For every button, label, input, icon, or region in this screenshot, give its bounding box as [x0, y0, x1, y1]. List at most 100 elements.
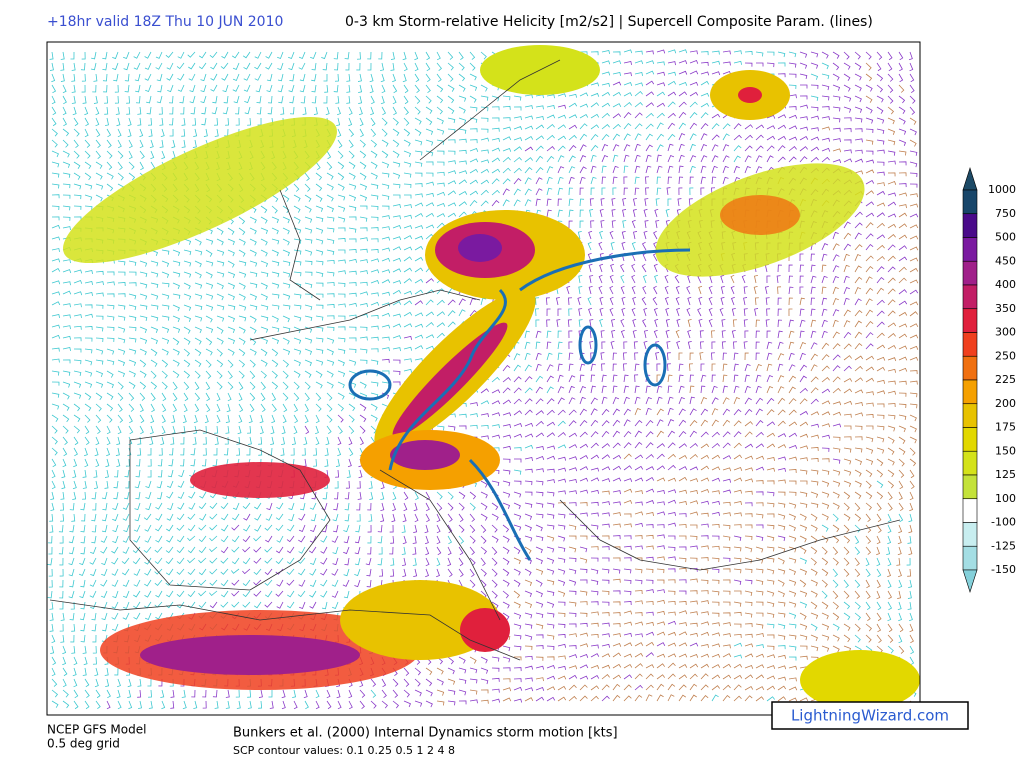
wind-barb [202, 436, 207, 445]
wind-barb [354, 568, 361, 577]
wind-barb [675, 285, 680, 295]
wind-barb [634, 50, 643, 55]
wind-barb [403, 491, 409, 501]
wind-barb [546, 623, 555, 629]
wind-barb [248, 414, 253, 424]
wind-barb [359, 150, 367, 159]
wind-barb [645, 589, 654, 594]
wind-barb [634, 352, 639, 361]
wind-barb [887, 380, 896, 385]
wind-barb [623, 695, 632, 702]
wind-barb [271, 304, 280, 310]
wind-barb [293, 381, 300, 390]
wind-barb [524, 568, 532, 576]
wind-barb [843, 535, 851, 544]
wind-barb [623, 642, 633, 647]
colorbar-segment [962, 403, 978, 428]
wind-barb [611, 319, 616, 328]
wind-barb [73, 337, 82, 342]
wind-barb [755, 557, 764, 564]
wind-barb [458, 557, 464, 567]
wind-barb [502, 387, 511, 394]
wind-barb [722, 579, 731, 584]
wind-barb [667, 556, 676, 561]
wind-barb [205, 304, 214, 311]
wind-barb [568, 187, 573, 196]
wind-barb [722, 385, 728, 394]
wind-barb [84, 678, 90, 688]
wind-barb [876, 447, 885, 454]
wind-barb [260, 205, 268, 214]
wind-barb [887, 322, 897, 328]
wind-barb [755, 431, 764, 438]
wind-barb [799, 535, 807, 543]
wind-barb [865, 265, 874, 273]
wind-barb [238, 304, 247, 311]
wind-barb [799, 697, 809, 702]
wind-barb [176, 590, 185, 598]
wind-barb [711, 144, 719, 152]
wind-barb [524, 177, 532, 185]
wind-barb [106, 359, 115, 366]
wind-barb [568, 674, 578, 680]
wind-barb [766, 51, 775, 56]
wind-barb [656, 165, 663, 174]
wind-barb [744, 124, 754, 130]
coast [559, 499, 901, 571]
wind-barb [799, 319, 806, 328]
wind-barb [359, 248, 368, 253]
wind-barb [210, 84, 218, 92]
wind-barb [95, 315, 104, 320]
wind-barb [612, 501, 621, 506]
wind-barb [546, 352, 553, 361]
wind-barb [381, 347, 390, 352]
wind-barb [700, 500, 710, 505]
wind-barb [315, 216, 324, 223]
wind-barb [480, 699, 489, 704]
wind-barb [62, 194, 71, 199]
wind-barb [711, 590, 720, 596]
wind-barb [480, 524, 487, 533]
wind-barb [810, 319, 817, 328]
wind-barb [304, 271, 313, 276]
wind-barb [370, 280, 380, 284]
wind-barb [271, 194, 279, 203]
wind-barb [535, 687, 545, 691]
wind-barb [755, 124, 765, 130]
wind-barb [458, 138, 467, 143]
wind-barb [205, 249, 213, 257]
wind-barb [161, 150, 166, 160]
wind-barb [623, 430, 632, 438]
wind-barb [491, 127, 500, 132]
wind-barb [832, 436, 841, 441]
wind-barb [557, 467, 567, 472]
wind-barb [556, 319, 561, 328]
wind-barb [567, 319, 572, 328]
wind-barb [150, 260, 159, 267]
colorbar-label: -150 [991, 563, 1016, 576]
wind-barb [622, 220, 627, 229]
wind-barb [79, 612, 86, 621]
wind-barb [788, 62, 797, 68]
wind-barb [898, 645, 905, 654]
wind-barb [139, 370, 147, 378]
wind-barb [634, 545, 643, 550]
wind-barb [711, 50, 720, 55]
wind-barb [601, 124, 610, 130]
wind-barb [799, 590, 808, 597]
wind-barb [370, 336, 379, 341]
wind-barb [392, 502, 397, 512]
wind-barb [700, 695, 709, 702]
wind-barb [524, 398, 533, 405]
wind-barb [667, 620, 677, 625]
wind-barb [331, 568, 339, 576]
wind-barb [293, 348, 302, 355]
wind-barb [381, 183, 390, 190]
wind-barb [209, 601, 218, 609]
wind-barb [667, 396, 674, 405]
wind-barb [106, 271, 115, 276]
wind-barb [392, 301, 402, 306]
wind-barb [667, 568, 676, 573]
wind-barb [271, 392, 277, 402]
wind-barb [469, 51, 476, 60]
